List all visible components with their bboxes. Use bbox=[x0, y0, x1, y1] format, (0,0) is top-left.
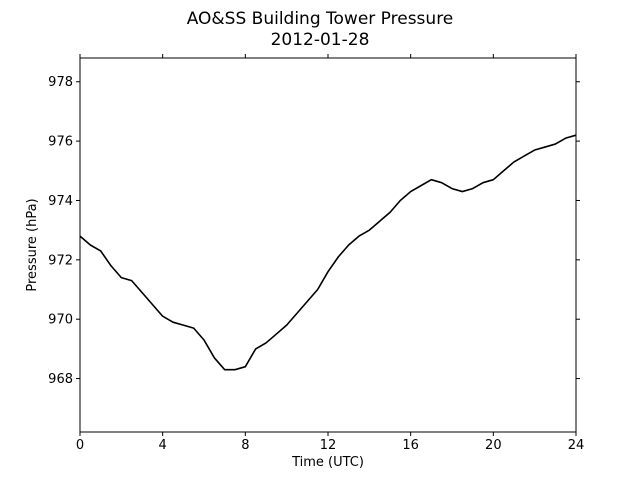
y-tick-label: 972 bbox=[48, 253, 73, 268]
x-axis-label: Time (UTC) bbox=[291, 455, 364, 470]
y-tick-label: 968 bbox=[48, 372, 73, 387]
y-axis-label: Pressure (hPa) bbox=[25, 198, 40, 291]
x-tick-label: 16 bbox=[402, 438, 419, 453]
x-tick-label: 4 bbox=[159, 438, 167, 453]
y-axis-ticks: 968 970 972 974 976 978 bbox=[48, 75, 580, 387]
x-tick-label: 8 bbox=[241, 438, 249, 453]
x-axis-ticks: 0 4 8 12 16 20 24 bbox=[76, 54, 584, 453]
x-tick-label: 0 bbox=[76, 438, 84, 453]
y-tick-label: 974 bbox=[48, 194, 73, 209]
x-tick-label: 20 bbox=[485, 438, 502, 453]
plot-area-frame bbox=[79, 57, 577, 433]
x-tick-label: 24 bbox=[568, 438, 585, 453]
y-tick-label: 970 bbox=[48, 313, 73, 328]
y-tick-label: 978 bbox=[48, 75, 73, 90]
chart-title: AO&SS Building Tower Pressure bbox=[187, 9, 454, 29]
x-tick-label: 12 bbox=[320, 438, 337, 453]
y-tick-label: 976 bbox=[48, 135, 73, 150]
chart-subtitle: 2012-01-28 bbox=[271, 30, 370, 50]
pressure-series-line bbox=[79, 134, 577, 371]
